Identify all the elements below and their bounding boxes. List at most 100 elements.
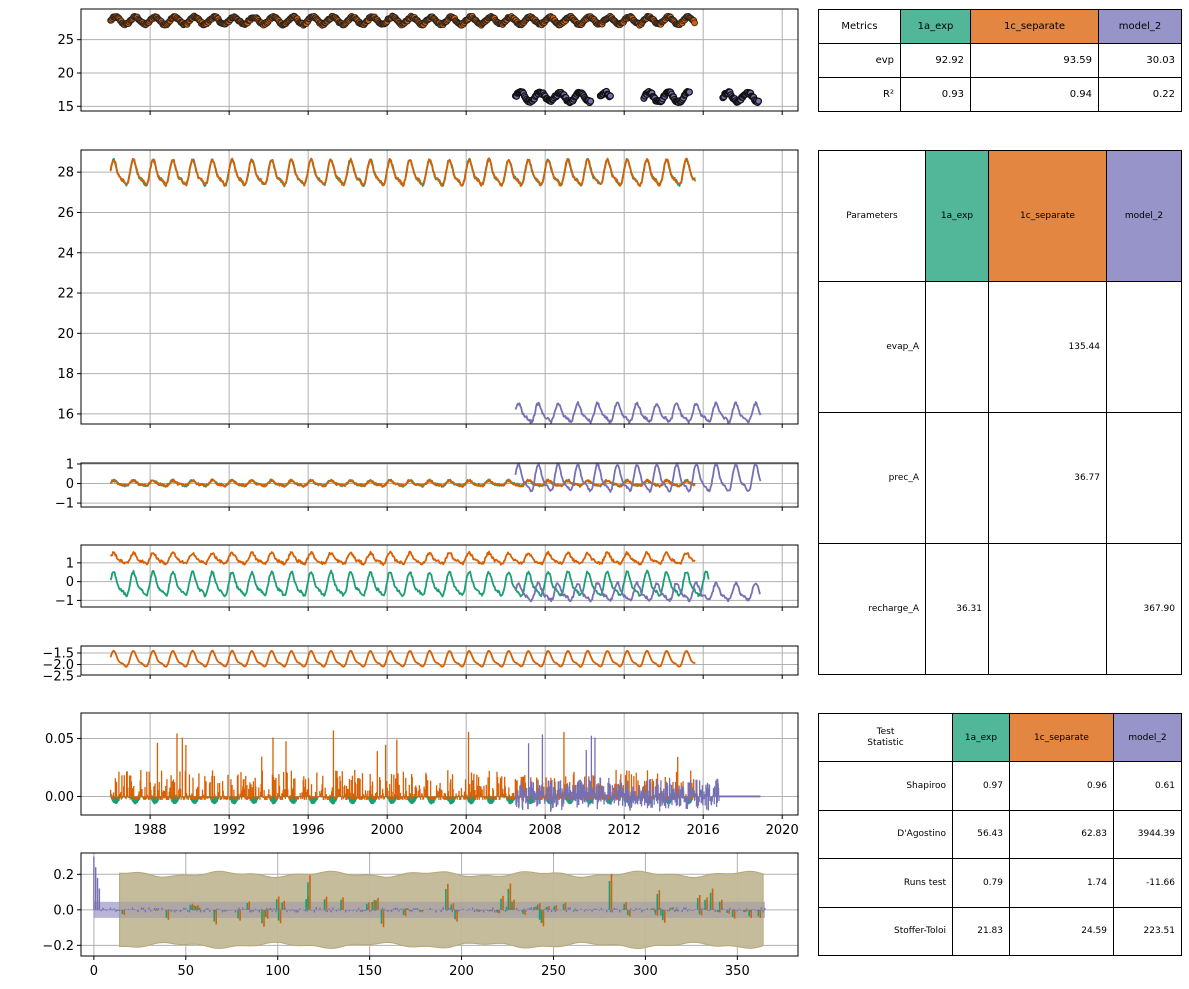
tests-row: D'Agostino 56.43 62.83 3944.39 — [818, 809, 1182, 860]
tests-row: Runs test 0.79 1.74 -11.66 — [818, 858, 1182, 908]
tests-cell: 62.83 — [1009, 809, 1114, 860]
parameters-cell — [1106, 412, 1182, 544]
panel-1-series — [109, 157, 762, 424]
x-tick-label: 2004 — [450, 823, 483, 838]
tests-header-1a-exp: 1a_exp — [952, 712, 1010, 763]
x-tick-label: 1988 — [134, 823, 167, 838]
tests-row-label: Stoffer-Toloi — [818, 906, 953, 957]
y-tick-label: 0 — [66, 575, 74, 590]
series-line-purple — [514, 463, 762, 493]
parameters-cell — [988, 543, 1107, 675]
metrics-cell: 30.03 — [1098, 43, 1182, 78]
panel-1-axes: 16 18 20 22 24 26 28 — [57, 150, 798, 428]
parameters-cell: 367.90 — [1106, 543, 1182, 675]
x-tick-label: 0 — [90, 964, 98, 979]
y-tick-label: −1 — [55, 594, 74, 609]
y-tick-label: 20 — [57, 327, 74, 342]
y-tick-label: 20 — [57, 67, 74, 82]
tests-cell: 0.61 — [1113, 761, 1182, 811]
y-tick-label: 22 — [57, 287, 74, 302]
axes-frame — [80, 8, 799, 112]
axes-frame — [80, 852, 799, 957]
tests-cell: 0.79 — [952, 858, 1010, 908]
x-tick-label: 200 — [449, 964, 474, 979]
x-tick-label: 100 — [265, 964, 290, 979]
parameters-table: Parameters 1a_exp 1c_separate model_2 ev… — [818, 150, 1182, 675]
tests-header-label: Test Statistic — [818, 712, 953, 763]
y-tick-label: 16 — [57, 407, 74, 422]
tests-cell: 1.74 — [1009, 858, 1114, 908]
recharge-series — [109, 730, 761, 812]
panel-4-series — [109, 649, 696, 668]
x-tick-label: 2008 — [529, 823, 562, 838]
x-tick-label: 2016 — [687, 823, 720, 838]
y-tick-label: 0.0 — [53, 903, 74, 918]
metrics-cell: 92.92 — [900, 43, 971, 78]
tests-row: Shapiroo 0.97 0.96 0.61 — [818, 761, 1182, 811]
x-tick-label: 1996 — [292, 823, 325, 838]
parameters-cell: 36.77 — [988, 412, 1107, 544]
axes-frame — [80, 544, 799, 608]
x-tick-label: 1992 — [213, 823, 246, 838]
y-tick-label: −0.2 — [42, 939, 74, 954]
x-tick-label: 50 — [178, 964, 195, 979]
parameters-header-label: Parameters — [818, 150, 926, 282]
metrics-header-model-2: model_2 — [1098, 9, 1182, 44]
tests-row: Stoffer-Toloi 21.83 24.59 223.51 — [818, 906, 1182, 957]
y-tick-label: 0.05 — [45, 732, 74, 747]
y-tick-label: 0.00 — [45, 790, 74, 805]
y-tick-label: 1 — [66, 556, 74, 571]
observed-point — [587, 97, 595, 105]
y-tick-label: 28 — [57, 166, 74, 181]
axes-frame — [80, 149, 799, 425]
series-line-orange — [109, 649, 696, 668]
tests-header-1c-separate: 1c_separate — [1009, 712, 1114, 763]
x-tick-label: 350 — [725, 964, 750, 979]
parameters-row: recharge_A 36.31 367.90 — [818, 543, 1182, 675]
parameters-header-model-2: model_2 — [1106, 150, 1182, 282]
tests-row-label: Runs test — [818, 858, 953, 908]
tests-cell: -11.66 — [1113, 858, 1182, 908]
y-tick-label: 1 — [66, 457, 74, 472]
metrics-row: R² 0.93 0.94 0.22 — [818, 77, 1182, 112]
y-tick-label: 18 — [57, 367, 74, 382]
y-tick-label: 24 — [57, 246, 74, 261]
series-line-purple — [514, 581, 761, 603]
parameters-cell — [925, 281, 989, 413]
parameters-row-label: prec_A — [818, 412, 926, 544]
tests-cell: 24.59 — [1009, 906, 1114, 957]
x-tick-label: 150 — [357, 964, 382, 979]
metrics-cell: 0.94 — [970, 77, 1099, 112]
series-line-purple — [514, 401, 762, 424]
y-tick-label: −1.5 — [42, 646, 74, 661]
tests-cell: 223.51 — [1113, 906, 1182, 957]
metrics-row-label: R² — [818, 77, 901, 112]
series-line-orange — [109, 478, 696, 488]
metrics-header-1c-separate: 1c_separate — [970, 9, 1099, 44]
parameters-row: evap_A 135.44 — [818, 281, 1182, 413]
axes-frame — [80, 645, 799, 676]
panel-5-axes: 0.05 0.00 1988 1992 1996 2000 2004 2008 2012 2016… — [45, 713, 799, 838]
panel-4-axes: −1.5−2.0−2.5 — [42, 646, 798, 685]
metrics-cell: 0.93 — [900, 77, 971, 112]
parameters-cell — [1106, 281, 1182, 413]
parameters-row-label: evap_A — [818, 281, 926, 413]
metrics-header-1a-exp: 1a_exp — [900, 9, 971, 44]
observed-point — [606, 92, 614, 100]
y-tick-label: −2.0 — [42, 658, 74, 673]
observed-point — [685, 88, 693, 96]
observed-series — [107, 12, 763, 107]
parameters-row: prec_A 36.77 — [818, 412, 1182, 544]
test-statistics-table: Test Statistic 1a_exp 1c_separate model_… — [818, 712, 1182, 957]
metrics-row-label: evp — [818, 43, 901, 78]
metrics-cell: 93.59 — [970, 43, 1099, 78]
observed-point — [754, 97, 763, 105]
x-tick-label: 2012 — [608, 823, 641, 838]
parameters-header-1c-separate: 1c_separate — [988, 150, 1107, 282]
tests-header-model-2: model_2 — [1113, 712, 1182, 763]
series-line-green — [109, 569, 710, 598]
panel-2-series — [109, 463, 762, 493]
parameters-cell: 135.44 — [988, 281, 1107, 413]
tests-cell: 3944.39 — [1113, 809, 1182, 860]
